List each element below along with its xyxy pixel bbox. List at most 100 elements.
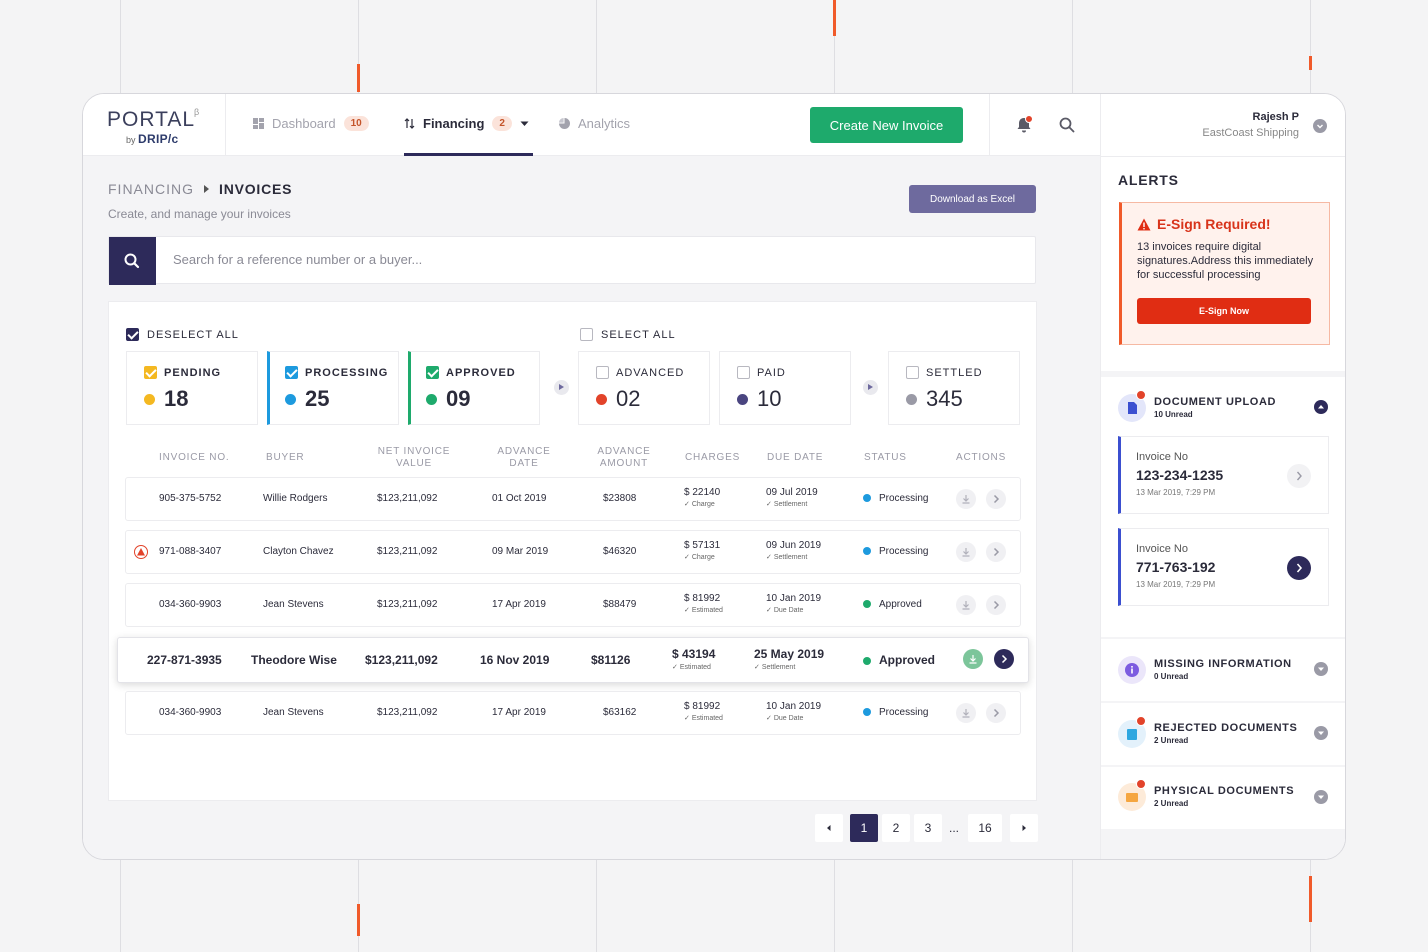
stat-label: APPROVED [446, 366, 516, 379]
invoice-card[interactable]: Invoice No 771-763-192 13 Mar 2019, 7:29… [1118, 528, 1329, 606]
status-text: Approved [879, 653, 936, 667]
stat-value-row: 25 [285, 386, 329, 412]
cell-advance-amount-value: $81126 [591, 653, 631, 667]
cell-buyer: Jean Stevens [263, 599, 324, 610]
cell-charges-sub-text: Charge [691, 501, 715, 508]
clock-icon: ✓ [766, 607, 774, 614]
download-icon[interactable] [956, 595, 976, 615]
prev-page-button[interactable] [815, 814, 843, 842]
cell-charges-sub: ✓ Estimated [672, 663, 715, 671]
cell-advance-date-value: 17 Apr 2019 [492, 707, 546, 718]
cell-advance-amount-value: $23808 [603, 493, 637, 504]
warning-icon[interactable] [134, 545, 148, 559]
deselect-all-toggle[interactable]: DESELECT ALL [126, 328, 239, 341]
logo[interactable]: PORTAL β by DRIP/c [107, 107, 227, 148]
cell-net-value: $123,211,092 [377, 599, 437, 610]
chevron-down-icon[interactable] [1313, 119, 1327, 133]
notification-dot [1136, 716, 1146, 726]
stat-card-settled[interactable]: SETTLED 345 [888, 351, 1020, 425]
chevron-right-icon[interactable] [994, 649, 1014, 669]
header-net-invoice-value: NET INVOICE VALUE [371, 446, 457, 470]
check-icon: ✓ [684, 715, 692, 722]
cell-advance-amount: $81126 [591, 653, 630, 667]
missing-information-title: MISSING INFORMATION [1154, 658, 1292, 670]
background-accent [833, 0, 836, 36]
cell-advance-date: 17 Apr 2019 [492, 707, 546, 718]
cell-due-date-value: 09 Jun 2019 [766, 540, 822, 551]
next-page-button[interactable] [1010, 814, 1038, 842]
select-all-toggle[interactable]: SELECT ALL [580, 328, 676, 341]
stat-label-row: ADVANCED [596, 366, 684, 379]
table-row[interactable]: 034-360-9903 Jean Stevens $123,211,092 17 A… [125, 691, 1021, 735]
table-row[interactable]: 034-360-9903 Jean Stevens $123,211,092 17 A… [125, 583, 1021, 627]
cell-charges: $ 81992 ✓ Estimated [684, 701, 723, 722]
stat-value: 02 [616, 386, 641, 411]
download-icon[interactable] [956, 489, 976, 509]
cell-charges-sub: ✓ Charge [684, 553, 720, 561]
divider [225, 94, 226, 156]
logo-text: PORTAL [107, 108, 196, 131]
stat-card-processing[interactable]: PROCESSING 25 [267, 351, 399, 425]
chevron-right-icon[interactable] [1287, 556, 1311, 580]
cell-advance-date: 16 Nov 2019 [480, 653, 549, 667]
table-row[interactable]: 905-375-5752 Willie Rodgers $123,211,092 01… [125, 477, 1021, 521]
chevron-down-icon[interactable] [1314, 790, 1328, 804]
cell-invoice-value: 905-375-5752 [159, 493, 222, 504]
page-button[interactable]: 3 [914, 814, 942, 842]
chevron-right-icon[interactable] [986, 489, 1006, 509]
breadcrumb-parent[interactable]: FINANCING [108, 181, 194, 197]
chevron-up-icon[interactable] [1314, 400, 1328, 414]
missing-information-unread: 0 Unread [1154, 672, 1189, 681]
stat-card-paid[interactable]: PAID 10 [719, 351, 851, 425]
page-button[interactable]: 2 [882, 814, 910, 842]
cell-advance-date-value: 09 Mar 2019 [492, 546, 549, 557]
status-dot [737, 393, 748, 405]
search-input[interactable] [173, 252, 773, 267]
cell-charges-value: $ 81992 [684, 701, 721, 712]
status-dot [863, 547, 871, 556]
search-bar [108, 236, 1036, 285]
stat-card-approved[interactable]: APPROVED 09 [408, 351, 540, 425]
download-icon[interactable] [963, 649, 983, 669]
stat-card-advanced[interactable]: ADVANCED 02 [578, 351, 710, 425]
app-window: FINANCING INVOICES Create, and manage yo… [82, 93, 1346, 860]
clock-icon: ✓ [766, 554, 774, 561]
missing-information-section[interactable]: MISSING INFORMATION 0 Unread [1101, 639, 1345, 701]
background-accent [357, 64, 360, 92]
invoice-card[interactable]: Invoice No 123-234-1235 13 Mar 2019, 7:2… [1118, 436, 1329, 514]
download-icon[interactable] [956, 542, 976, 562]
nav-analytics[interactable]: Analytics [559, 116, 630, 131]
cell-net-value-value: $123,211,092 [377, 599, 438, 610]
cell-net-value-value: $123,211,092 [377, 707, 438, 718]
nav-dashboard[interactable]: Dashboard 10 [253, 116, 369, 131]
check-icon: ✓ [684, 607, 692, 614]
chevron-right-icon[interactable] [986, 542, 1006, 562]
cell-invoice-value: 034-360-9903 [159, 599, 222, 610]
cell-advance-date: 01 Oct 2019 [492, 493, 546, 504]
user-name[interactable]: Rajesh P [1252, 111, 1299, 123]
page-button[interactable]: 16 [968, 814, 1002, 842]
table-row[interactable]: 227-871-3935 Theodore Wise $123,211,092 16 … [117, 637, 1029, 683]
create-invoice-button[interactable]: Create New Invoice [810, 107, 963, 143]
chevron-down-icon[interactable] [1314, 662, 1328, 676]
chevron-right-icon[interactable] [986, 703, 1006, 723]
chevron-down-icon[interactable] [1314, 726, 1328, 740]
chevron-right-icon[interactable] [986, 595, 1006, 615]
caret-down-icon[interactable] [520, 121, 529, 127]
chevron-right-icon[interactable] [1287, 464, 1311, 488]
physical-documents-section[interactable]: PHYSICAL DOCUMENTS 2 Unread [1101, 767, 1345, 829]
search-button[interactable] [109, 237, 156, 285]
download-excel-button[interactable]: Download as Excel [909, 185, 1036, 213]
rejected-documents-section[interactable]: REJECTED DOCUMENTS 2 Unread [1101, 703, 1345, 765]
esign-now-button[interactable]: E-Sign Now [1137, 298, 1311, 324]
nav-financing[interactable]: Financing 2 [404, 116, 529, 131]
invoice-label: Invoice No [1136, 451, 1188, 463]
header-advance-date: ADVANCE DATE [487, 446, 561, 470]
table-row[interactable]: 971-088-3407 Clayton Chavez $123,211,092 09… [125, 530, 1021, 574]
cell-advance-amount: $88479 [603, 599, 636, 610]
stat-card-pending[interactable]: PENDING 18 [126, 351, 258, 425]
download-icon[interactable] [956, 703, 976, 723]
page-button[interactable]: 1 [850, 814, 878, 842]
search-icon[interactable] [1058, 116, 1076, 134]
status-badge: Processing [863, 493, 928, 504]
